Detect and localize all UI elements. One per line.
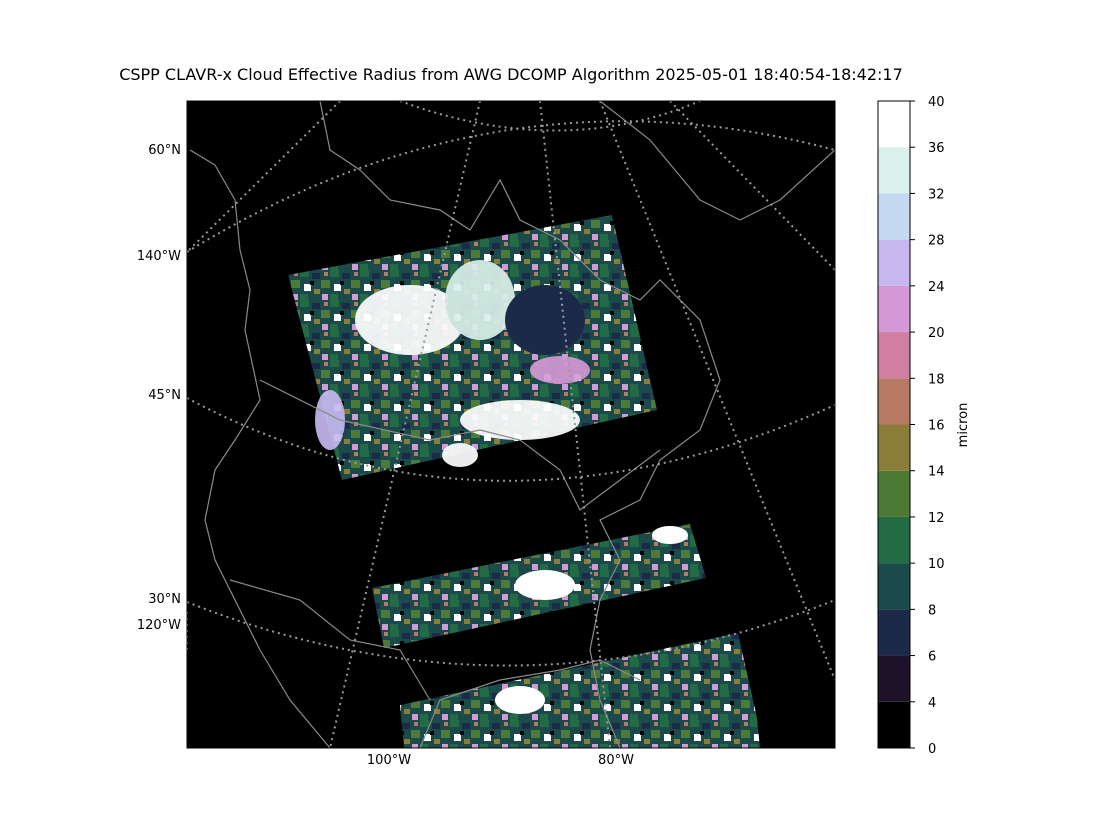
swath	[400, 633, 760, 748]
coastline	[319, 101, 721, 748]
cloud-patch	[495, 686, 545, 714]
cloud-patch	[505, 285, 585, 355]
lat-label: 45°N	[148, 388, 181, 403]
colorbar-bin	[878, 655, 910, 702]
colorbar-bin	[878, 516, 910, 564]
colorbar-tick-label: 12	[928, 511, 945, 526]
graticule	[399, 101, 701, 132]
graticule	[599, 101, 835, 681]
colorbar-tick-label: 24	[928, 280, 945, 295]
colorbar-bin	[878, 193, 910, 240]
colorbar-tick-label: 16	[928, 419, 945, 434]
map-frame	[186, 100, 836, 749]
colorbar-tick-label: 8	[928, 603, 936, 618]
cloud-patch	[515, 570, 575, 600]
graticule	[187, 599, 835, 667]
colorbar-bin	[878, 609, 910, 656]
lon-label: 120°W	[137, 618, 181, 633]
lat-labels: 60°N 140°W 45°N 30°N 120°W	[137, 143, 181, 633]
colorbar-tick-label: 4	[928, 696, 936, 711]
colorbar-tick-label: 40	[928, 95, 945, 110]
lat-label: 30°N	[148, 592, 181, 607]
lon-label: 80°W	[598, 753, 634, 768]
colorbar-tick-label: 18	[928, 372, 945, 387]
colorbar-bin	[878, 285, 910, 333]
map	[187, 101, 835, 748]
graticule	[187, 120, 835, 253]
colorbar-bin	[878, 101, 910, 148]
colorbar-bin	[878, 332, 910, 379]
border	[259, 379, 661, 511]
colorbar-bin	[878, 147, 910, 194]
title: CSPP CLAVR-x Cloud Effective Radius from…	[119, 65, 903, 84]
cloud-patch	[652, 526, 688, 544]
colorbar-tick-label: 28	[928, 234, 945, 249]
lat-label: 60°N	[148, 143, 181, 158]
colorbar: 0 4 6 8 10 12 14 16 18 20 24 28 32 36 40	[877, 95, 945, 757]
colorbar-tick-label: 36	[928, 141, 945, 156]
colorbar-bin	[878, 424, 910, 471]
lon-label: 100°W	[367, 753, 411, 768]
colorbar-bin	[878, 378, 910, 425]
colorbar-tick-label: 32	[928, 187, 945, 202]
graticule	[329, 101, 481, 748]
colorbar-bin	[878, 701, 910, 748]
coastline	[189, 149, 331, 748]
coastline	[599, 101, 835, 221]
colorbar-tick-label: 0	[928, 742, 936, 757]
colorbar-tick-label: 20	[928, 326, 945, 341]
cloud-patches	[315, 260, 590, 467]
coastline	[419, 659, 641, 748]
border	[229, 579, 431, 701]
colorbar-bin	[878, 563, 910, 610]
graticule	[539, 101, 611, 748]
colorbar-tick-label: 14	[928, 465, 945, 480]
colorbar-bin	[878, 239, 910, 286]
colorbar-tick-label: 10	[928, 557, 945, 572]
colorbar-label: micron	[956, 403, 971, 448]
colorbar-tick-label: 6	[928, 650, 936, 665]
lon-label: 140°W	[137, 249, 181, 264]
colorbar-bin	[878, 470, 910, 517]
